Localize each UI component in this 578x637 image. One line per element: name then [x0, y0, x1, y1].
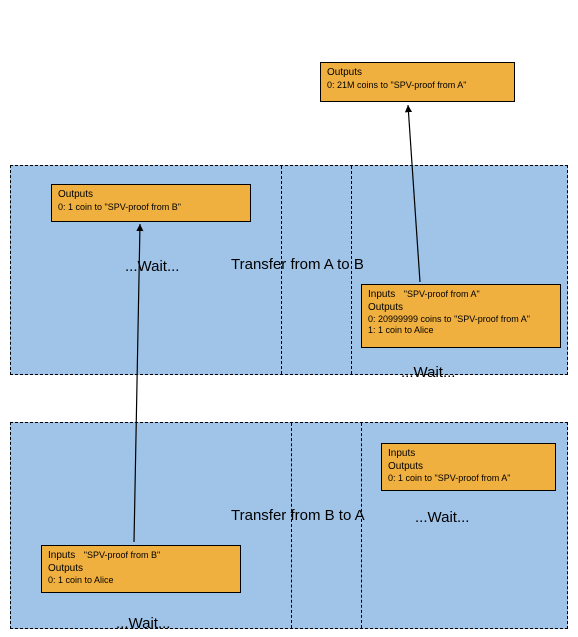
inputs-note: "SPV-proof from A": [404, 289, 480, 299]
outputs-header: Outputs: [388, 461, 423, 472]
output-line: 1: 1 coin to Alice: [368, 325, 434, 335]
chain-panel-b: Transfer from B to A Inputs Outputs 0: 1…: [10, 422, 568, 629]
outputs-header: Outputs: [368, 302, 403, 313]
panel-b-box-outputs: Inputs Outputs 0: 1 coin to "SPV-proof f…: [381, 443, 556, 491]
panel-a-wait-top: ...Wait...: [125, 258, 179, 275]
panel-b-box-spend: Inputs "SPV-proof from B" Outputs 0: 1 c…: [41, 545, 241, 593]
genesis-box: Outputs 0: 21M coins to "SPV-proof from …: [320, 62, 515, 102]
panel-b-divider-2: [361, 423, 362, 628]
output-line: 0: 1 coin to Alice: [48, 575, 114, 585]
output-line: 0: 1 coin to "SPV-proof from A": [388, 473, 510, 483]
inputs-header: Inputs: [388, 448, 415, 459]
panel-a-wait-bottom: ...Wait...: [401, 364, 455, 381]
inputs-note: "SPV-proof from B": [84, 550, 160, 560]
outputs-header: Outputs: [58, 189, 93, 200]
outputs-header: Outputs: [327, 67, 362, 78]
panel-a-box-outputs: Outputs 0: 1 coin to "SPV-proof from B": [51, 184, 251, 222]
panel-b-title: Transfer from B to A: [231, 507, 365, 524]
panel-b-wait-top: ...Wait...: [415, 509, 469, 526]
panel-a-title: Transfer from A to B: [231, 256, 364, 273]
output-line: 0: 21M coins to "SPV-proof from A": [327, 80, 466, 90]
panel-b-wait-bottom: ...Wait...: [116, 615, 170, 632]
outputs-header: Outputs: [48, 563, 83, 574]
inputs-header: Inputs: [48, 550, 75, 561]
output-line: 0: 1 coin to "SPV-proof from B": [58, 202, 181, 212]
panel-a-box-spend: Inputs "SPV-proof from A" Outputs 0: 209…: [361, 284, 561, 348]
chain-panel-a: Transfer from A to B Outputs 0: 1 coin t…: [10, 165, 568, 375]
inputs-header: Inputs: [368, 289, 395, 300]
panel-b-divider-1: [291, 423, 292, 628]
output-line: 0: 20999999 coins to "SPV-proof from A": [368, 314, 530, 324]
